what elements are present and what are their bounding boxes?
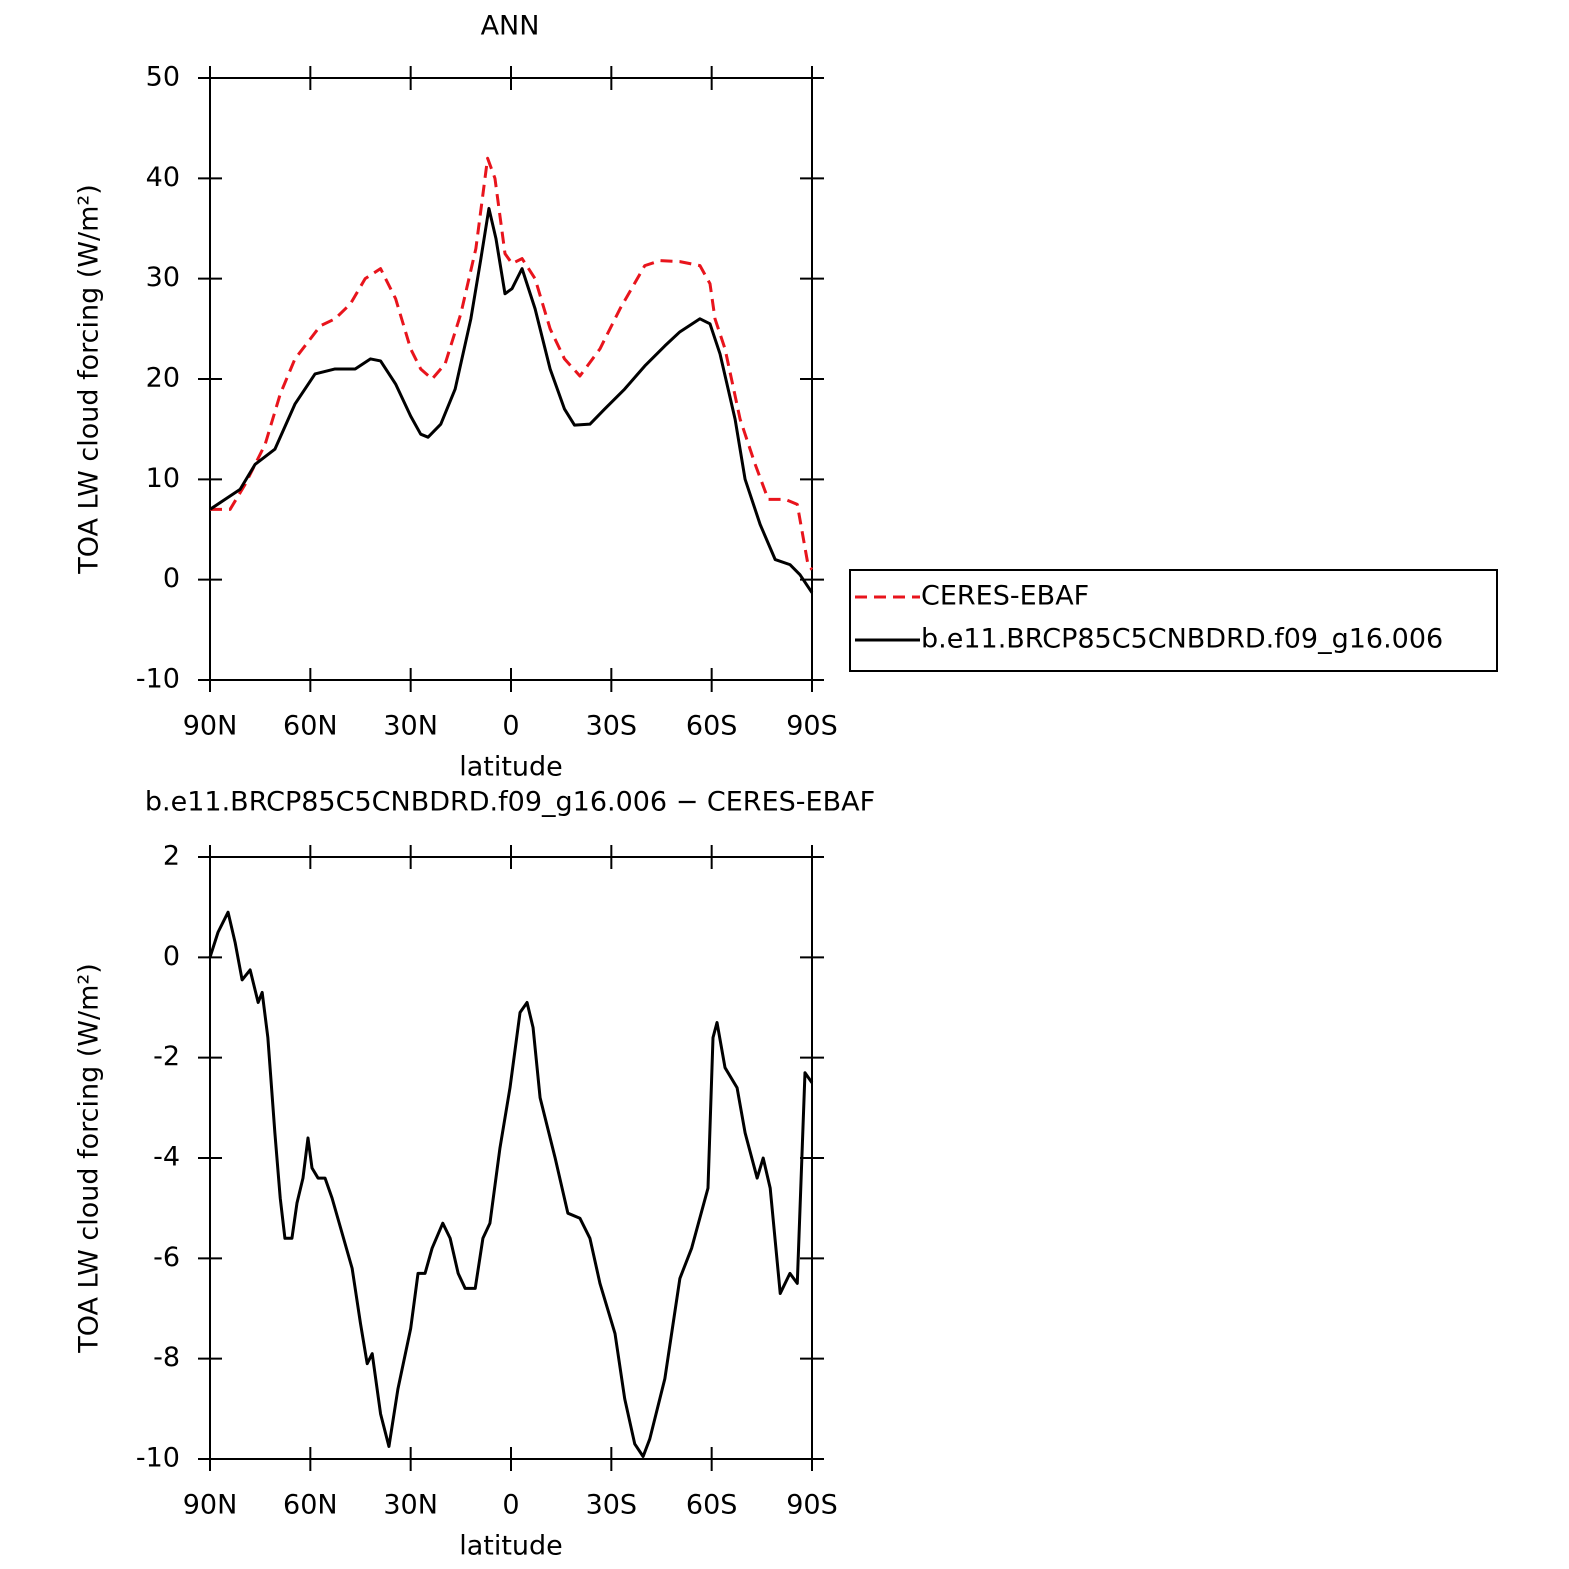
x-tick-label: 0 — [502, 1490, 519, 1521]
legend-box — [849, 569, 1498, 672]
y-axis-label: TOA LW cloud forcing (W/m²) — [74, 963, 105, 1354]
x-tick-label: 90S — [786, 711, 838, 742]
y-tick-label: -8 — [153, 1342, 180, 1373]
x-tick-label: 30N — [383, 1490, 438, 1521]
x-tick-label: 60S — [686, 1490, 738, 1521]
y-axis-label: TOA LW cloud forcing (W/m²) — [74, 184, 105, 575]
y-tick-label: 10 — [146, 463, 180, 494]
x-tick-label: 0 — [502, 711, 519, 742]
x-tick-label: 60N — [283, 711, 338, 742]
y-tick-label: 0 — [163, 563, 180, 594]
x-tick-label: 90S — [786, 1490, 838, 1521]
y-tick-label: -10 — [136, 1443, 180, 1474]
x-tick-label: 30S — [586, 711, 638, 742]
x-tick-label: 90N — [183, 711, 238, 742]
legend-label: CERES-EBAF — [921, 581, 1089, 612]
y-tick-label: -2 — [153, 1041, 180, 1072]
y-tick-label: 40 — [146, 162, 180, 193]
x-axis-label: latitude — [459, 752, 563, 783]
x-tick-label: 60N — [283, 1490, 338, 1521]
y-tick-label: 0 — [163, 941, 180, 972]
plot-frame — [209, 77, 813, 681]
x-tick-label: 90N — [183, 1490, 238, 1521]
x-axis-label: latitude — [459, 1531, 563, 1562]
y-tick-label: -10 — [136, 664, 180, 695]
data-line — [209, 206, 814, 594]
y-tick-label: 30 — [146, 262, 180, 293]
y-tick-label: 20 — [146, 363, 180, 394]
chart-title: b.e11.BRCP85C5CNBDRD.f09_g16.006 − CERES… — [145, 787, 875, 818]
x-tick-label: 60S — [686, 711, 738, 742]
y-tick-label: -6 — [153, 1242, 180, 1273]
x-tick-label: 30S — [586, 1490, 638, 1521]
plot-frame — [209, 856, 813, 1460]
chart-title: ANN — [481, 11, 540, 42]
legend-label: b.e11.BRCP85C5CNBDRD.f09_g16.006 — [921, 624, 1443, 655]
data-line — [208, 910, 814, 1458]
y-tick-label: -4 — [153, 1142, 180, 1173]
y-tick-label: 50 — [146, 62, 180, 93]
x-tick-label: 30N — [383, 711, 438, 742]
data-line — [210, 156, 814, 571]
y-tick-label: 2 — [163, 841, 180, 872]
